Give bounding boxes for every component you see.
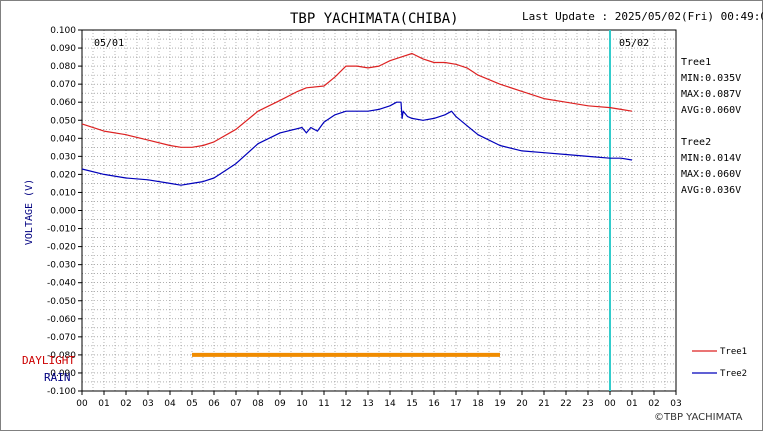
y-tick-label: -0.080	[47, 351, 76, 361]
x-tick-label: 02	[648, 399, 659, 409]
tree2-stat-name: Tree2	[681, 137, 712, 148]
y-tick-label: -0.090	[47, 369, 76, 379]
date-label-next: 05/02	[619, 38, 650, 49]
y-axis-label: VOLTAGE (V)	[24, 178, 35, 246]
y-tick-label: -0.100	[47, 387, 76, 397]
y-tick-label: -0.070	[47, 333, 76, 343]
y-tick-label: 0.100	[50, 26, 76, 36]
tree1-stat-name: Tree1	[681, 57, 712, 68]
rain-label: RAIN	[44, 371, 71, 384]
x-tick-label: 09	[274, 399, 286, 409]
chart-title: TBP YACHIMATA(CHIBA)	[290, 11, 459, 27]
legend-tree2-label: Tree2	[720, 369, 748, 379]
x-tick-label: 11	[318, 399, 329, 409]
tree2-stat-min: MIN:0.014V	[681, 153, 742, 164]
legend-tree1-label: Tree1	[720, 347, 748, 357]
x-tick-label: 05	[186, 399, 197, 409]
tree1-stat-max: MAX:0.087V	[681, 89, 742, 100]
tree1-stat-min: MIN:0.035V	[681, 73, 742, 84]
tree1-stat-avg: AVG:0.060V	[681, 105, 742, 116]
y-tick-label: 0.010	[50, 188, 76, 198]
x-tick-label: 10	[296, 399, 308, 409]
y-tick-label: -0.040	[47, 279, 76, 289]
y-tick-label: -0.060	[47, 315, 76, 325]
x-tick-label: 14	[384, 399, 396, 409]
x-tick-label: 23	[582, 399, 593, 409]
x-tick-label: 08	[252, 399, 264, 409]
x-tick-label: 22	[560, 399, 571, 409]
x-tick-label: 01	[98, 399, 109, 409]
x-tick-label: 01	[626, 399, 637, 409]
copyright-text: ©TBP YACHIMATA	[654, 412, 743, 423]
x-tick-label: 16	[428, 399, 440, 409]
date-label-start: 05/01	[94, 38, 125, 49]
y-tick-label: -0.020	[47, 243, 76, 253]
y-tick-label: -0.050	[47, 297, 76, 307]
y-tick-label: 0.080	[50, 62, 76, 72]
x-tick-label: 13	[362, 399, 373, 409]
x-tick-label: 06	[208, 399, 220, 409]
x-tick-label: 02	[120, 399, 131, 409]
y-tick-label: 0.060	[50, 98, 76, 108]
y-tick-label: 0.090	[50, 44, 76, 54]
tree2-stat-avg: AVG:0.036V	[681, 185, 742, 196]
x-tick-label: 00	[604, 399, 616, 409]
y-tick-label: 0.020	[50, 170, 76, 180]
daylight-label: DAYLIGHT	[22, 354, 75, 367]
y-tick-label: 0.030	[50, 152, 76, 162]
x-tick-label: 03	[670, 399, 681, 409]
x-tick-label: 20	[516, 399, 528, 409]
y-tick-label: 0.050	[50, 116, 76, 126]
x-tick-label: 07	[230, 399, 241, 409]
y-tick-label: 0.070	[50, 80, 76, 90]
y-tick-label: 0.000	[50, 207, 76, 217]
series-line-tree2	[81, 101, 633, 186]
last-update-text: Last Update : 2025/05/02(Fri) 00:49:00	[522, 10, 763, 23]
x-tick-label: 18	[472, 399, 484, 409]
y-tick-label: 0.040	[50, 134, 76, 144]
x-tick-label: 17	[450, 399, 461, 409]
tree2-stat-max: MAX:0.060V	[681, 169, 742, 180]
x-tick-label: 04	[164, 399, 176, 409]
x-tick-label: 19	[494, 399, 506, 409]
y-tick-label: -0.010	[47, 225, 76, 235]
x-tick-label: 21	[538, 399, 549, 409]
x-tick-label: 00	[76, 399, 88, 409]
x-tick-label: 15	[406, 399, 417, 409]
x-tick-label: 12	[340, 399, 351, 409]
y-tick-label: -0.030	[47, 261, 76, 271]
series-line-tree1	[81, 52, 633, 148]
x-tick-label: 03	[142, 399, 153, 409]
